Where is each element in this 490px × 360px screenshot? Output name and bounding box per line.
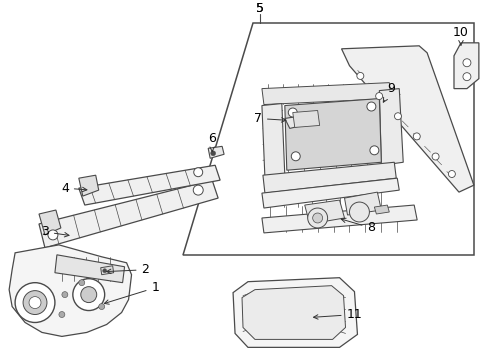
Polygon shape bbox=[79, 175, 98, 196]
Text: 5: 5 bbox=[256, 3, 264, 15]
Circle shape bbox=[291, 152, 300, 161]
Polygon shape bbox=[183, 23, 474, 255]
Circle shape bbox=[194, 168, 203, 177]
Circle shape bbox=[308, 208, 328, 228]
Polygon shape bbox=[262, 178, 399, 208]
Text: 10: 10 bbox=[453, 26, 469, 45]
Circle shape bbox=[73, 279, 105, 311]
Polygon shape bbox=[9, 245, 131, 336]
Text: 8: 8 bbox=[341, 218, 375, 234]
Circle shape bbox=[376, 93, 383, 100]
Polygon shape bbox=[374, 205, 389, 214]
Circle shape bbox=[79, 280, 85, 286]
Polygon shape bbox=[39, 180, 218, 248]
Circle shape bbox=[23, 291, 47, 315]
Polygon shape bbox=[285, 114, 315, 129]
Polygon shape bbox=[379, 89, 403, 165]
Circle shape bbox=[463, 59, 471, 67]
Circle shape bbox=[463, 73, 471, 81]
Circle shape bbox=[15, 283, 55, 323]
Circle shape bbox=[367, 102, 376, 111]
Text: 9: 9 bbox=[383, 82, 395, 102]
Polygon shape bbox=[101, 266, 114, 275]
Circle shape bbox=[103, 269, 107, 273]
Text: 11: 11 bbox=[314, 308, 362, 321]
Text: 5: 5 bbox=[256, 3, 264, 15]
Text: 2: 2 bbox=[106, 263, 149, 276]
Text: 1: 1 bbox=[104, 281, 159, 304]
Polygon shape bbox=[342, 46, 474, 192]
Circle shape bbox=[81, 287, 97, 302]
Polygon shape bbox=[263, 162, 396, 193]
Circle shape bbox=[29, 297, 41, 309]
Circle shape bbox=[193, 185, 203, 195]
Polygon shape bbox=[262, 205, 417, 233]
Circle shape bbox=[394, 113, 401, 120]
Polygon shape bbox=[242, 286, 345, 339]
Circle shape bbox=[211, 151, 216, 156]
Circle shape bbox=[62, 292, 68, 298]
Polygon shape bbox=[454, 43, 479, 89]
Circle shape bbox=[313, 213, 322, 223]
Circle shape bbox=[448, 171, 455, 177]
Circle shape bbox=[349, 202, 369, 222]
Polygon shape bbox=[233, 278, 358, 347]
Polygon shape bbox=[55, 255, 124, 283]
Polygon shape bbox=[79, 165, 220, 205]
Polygon shape bbox=[39, 210, 61, 235]
Circle shape bbox=[432, 153, 439, 160]
Circle shape bbox=[288, 108, 297, 117]
Polygon shape bbox=[305, 200, 344, 224]
Polygon shape bbox=[344, 192, 381, 215]
Text: 6: 6 bbox=[208, 132, 216, 152]
Circle shape bbox=[370, 146, 379, 155]
Polygon shape bbox=[208, 146, 224, 158]
Circle shape bbox=[413, 133, 420, 140]
Text: 3: 3 bbox=[41, 225, 69, 238]
Polygon shape bbox=[285, 99, 381, 170]
Circle shape bbox=[48, 230, 58, 240]
Text: 7: 7 bbox=[254, 112, 286, 125]
Circle shape bbox=[98, 303, 105, 310]
Polygon shape bbox=[262, 83, 392, 104]
Polygon shape bbox=[293, 111, 319, 127]
Polygon shape bbox=[262, 104, 285, 177]
Text: 4: 4 bbox=[61, 182, 87, 195]
Circle shape bbox=[59, 311, 65, 318]
Circle shape bbox=[357, 72, 364, 80]
